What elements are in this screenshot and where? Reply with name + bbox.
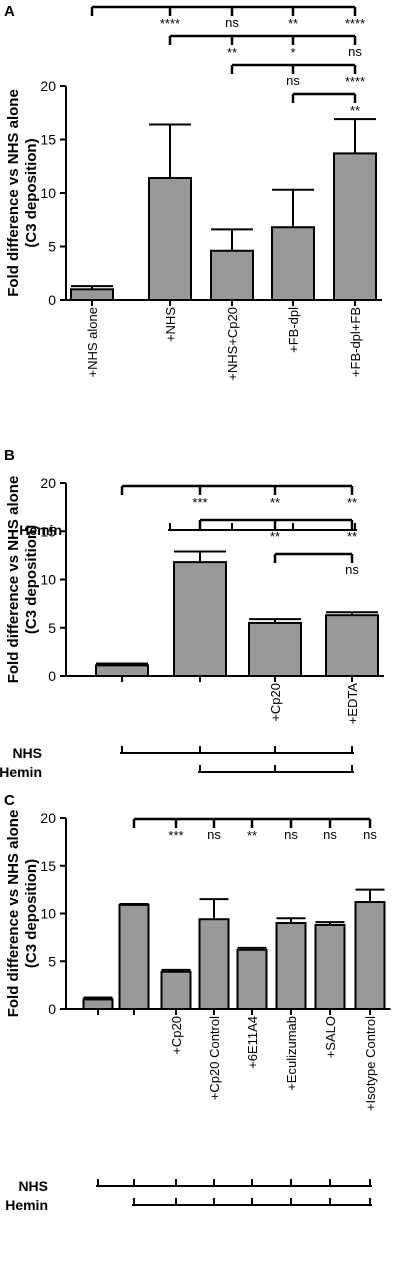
y-tick-label: 10 (40, 185, 56, 201)
significance-label: ** (347, 495, 357, 510)
significance-label: **** (345, 16, 365, 31)
bar (173, 561, 227, 678)
y-tick-label: 20 (40, 810, 56, 826)
significance-label: ns (345, 562, 359, 577)
bar (275, 922, 307, 1010)
y-axis-label-line: Fold difference vs NHS alone (5, 89, 22, 297)
y-axis-label-line: (C3 deposition) (23, 138, 40, 247)
significance-label: *** (168, 828, 183, 843)
y-tick-label: 5 (48, 239, 56, 255)
bar (210, 249, 254, 301)
bar (354, 901, 386, 1010)
significance-label: ns (284, 827, 298, 842)
panel-letter: B (4, 447, 15, 464)
y-tick-label: 20 (40, 475, 56, 491)
x-category-label: +Eculizumab (284, 1016, 299, 1091)
significance-label: ns (323, 827, 337, 842)
treatment-row-label: Hemin (19, 522, 62, 538)
y-tick-label: 0 (48, 292, 56, 308)
bar (160, 970, 192, 1011)
bar (148, 177, 192, 302)
significance-label: ns (207, 827, 221, 842)
y-axis-label-line: Fold difference vs NHS alone (5, 476, 22, 684)
y-axis-label: Fold difference vs NHS alone(C3 depositi… (5, 476, 40, 684)
x-category-label: +Isotype Control (363, 1016, 378, 1111)
y-tick-label: 5 (48, 620, 56, 636)
y-tick-label: 5 (48, 953, 56, 969)
y-tick-label: 0 (48, 668, 56, 684)
significance-label: ns (363, 827, 377, 842)
bar (70, 288, 114, 301)
bar (82, 998, 114, 1011)
x-category-label: +NHS alone (85, 307, 100, 377)
significance-label: ns (348, 44, 362, 59)
significance-label: **** (160, 16, 180, 31)
y-tick-label: 10 (40, 572, 56, 588)
significance-label: ** (350, 103, 360, 118)
significance-label: ** (270, 495, 280, 510)
bar (325, 614, 379, 678)
y-axis-label-line: (C3 deposition) (23, 525, 40, 634)
y-axis-label-line: Fold difference vs NHS alone (5, 810, 22, 1018)
x-category-label: +6E11A4 (245, 1016, 260, 1069)
bar (333, 152, 377, 301)
treatment-row-label: Hemin (5, 1197, 48, 1213)
x-category-label: +Cp20 (268, 683, 283, 722)
x-category-label: +EDTA (345, 683, 360, 725)
x-category-label: +FB-dpl+FB (348, 307, 363, 377)
significance-label: ** (227, 45, 237, 60)
x-category-label: +NHS+Cp20 (225, 307, 240, 381)
bar (236, 948, 268, 1010)
significance-label: ** (247, 828, 257, 843)
bar (271, 226, 315, 302)
y-axis-label: Fold difference vs NHS alone(C3 depositi… (5, 89, 40, 297)
bar (118, 903, 150, 1011)
significance-label: *** (192, 495, 207, 510)
y-tick-label: 10 (40, 906, 56, 922)
significance-label: ** (347, 529, 357, 544)
x-category-label: +NHS (163, 307, 178, 342)
panel-letter: C (4, 792, 15, 809)
bar (314, 923, 346, 1011)
significance-label: * (290, 45, 295, 60)
bar (248, 621, 302, 677)
treatment-row-label: NHS (12, 745, 42, 761)
x-category-label: +Cp20 Control (207, 1016, 222, 1100)
y-axis-label-line: (C3 deposition) (23, 859, 40, 968)
y-tick-label: 0 (48, 1001, 56, 1017)
treatment-row-label: Hemin (0, 764, 42, 780)
bar (198, 918, 230, 1010)
x-category-label: +Cp20 (169, 1016, 184, 1055)
significance-label: ** (270, 529, 280, 544)
panel-letter: A (4, 3, 15, 20)
significance-label: ns (225, 15, 239, 30)
y-axis-label: Fold difference vs NHS alone(C3 depositi… (5, 810, 40, 1018)
significance-label: ** (288, 16, 298, 31)
y-tick-label: 15 (40, 523, 56, 539)
bar (95, 664, 149, 678)
y-tick-label: 15 (40, 858, 56, 874)
significance-label: **** (345, 74, 365, 89)
x-category-label: +FB-dpl (286, 307, 301, 353)
x-category-label: +SALO (323, 1016, 338, 1058)
significance-label: ns (286, 73, 300, 88)
treatment-row-label: NHS (18, 1178, 48, 1194)
y-tick-label: 15 (40, 132, 56, 148)
y-tick-label: 20 (40, 78, 56, 94)
